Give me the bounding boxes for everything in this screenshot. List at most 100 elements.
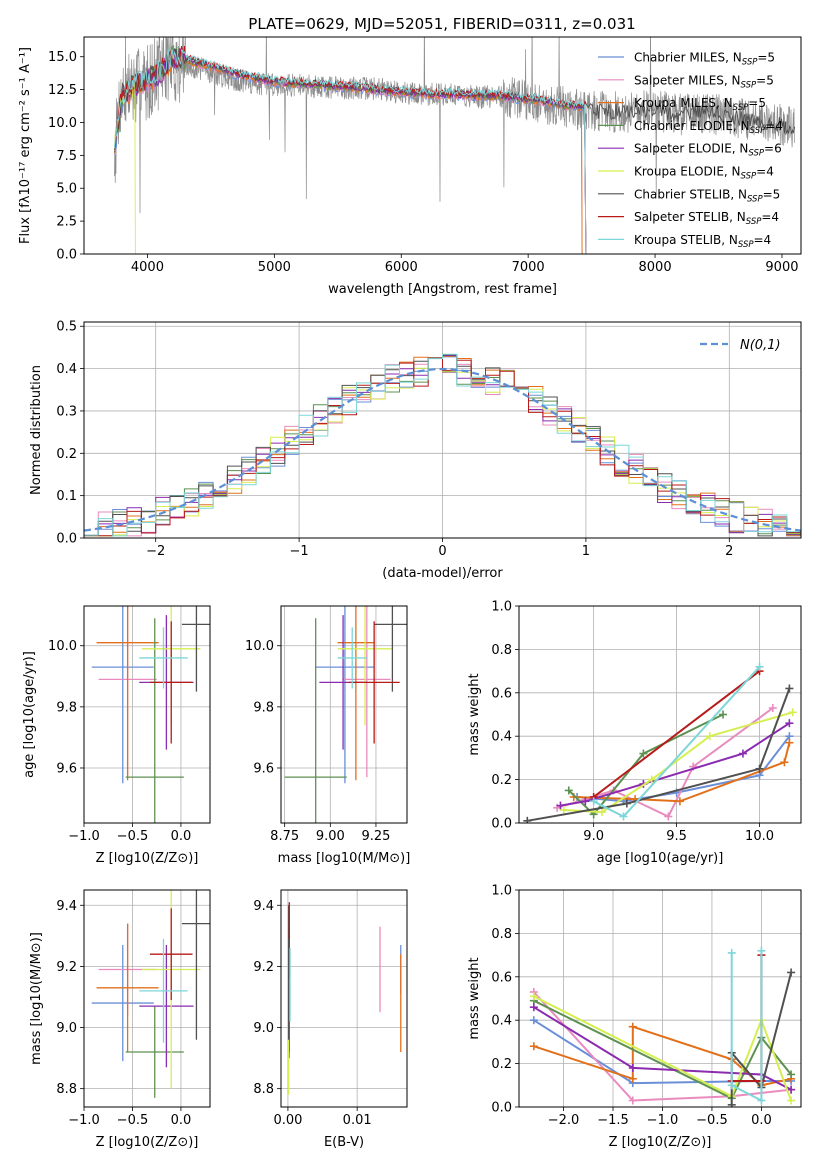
mass-weight-marker bbox=[780, 758, 789, 767]
y-tick-label: 0.2 bbox=[56, 447, 77, 462]
y-tick-label: 0.2 bbox=[491, 1057, 512, 1072]
y-tick-label: 0.3 bbox=[56, 404, 77, 419]
mass-weight-marker bbox=[597, 808, 606, 817]
mass-weight-marker bbox=[628, 1022, 637, 1031]
weight-vs-z-xlabel: Z [log10(Z/Z⊙)] bbox=[609, 1135, 712, 1150]
residuals-xlabel: (data-model)/error bbox=[382, 566, 503, 581]
y-tick-label: 9.6 bbox=[56, 761, 77, 776]
age-vs-mass-xlabel: mass [log10(M/M⊙)] bbox=[278, 851, 411, 866]
y-tick-label: 9.8 bbox=[253, 700, 274, 715]
mass-weight-marker bbox=[559, 805, 568, 814]
weight-vs-age-ylabel: mass weight bbox=[467, 673, 482, 755]
mass-weight-marker bbox=[619, 812, 628, 821]
mass-weight-line bbox=[730, 950, 763, 1103]
residuals-ylabel: Normed distribution bbox=[29, 365, 44, 495]
mass-weight-marker bbox=[664, 812, 673, 821]
y-tick-label: 0.6 bbox=[491, 970, 512, 985]
errorbar-point bbox=[96, 606, 159, 781]
y-tick-label: 9.6 bbox=[253, 761, 274, 776]
age-vs-z-xlabel: Z [log10(Z/Z⊙)] bbox=[96, 851, 199, 866]
legend-entry: N(0,1) bbox=[740, 338, 781, 353]
y-tick-label: 0.2 bbox=[491, 773, 512, 788]
mass-weight-marker bbox=[787, 1096, 796, 1105]
y-tick-label: 0.5 bbox=[56, 320, 77, 335]
residual-histogram bbox=[84, 353, 801, 537]
y-tick-label: 2.5 bbox=[56, 215, 77, 230]
legend-entry-main: Chabrier ELODIE, N bbox=[634, 119, 750, 133]
mass-vs-ebv-xlabel: E(B-V) bbox=[324, 1135, 364, 1150]
figure-title: PLATE=0629, MJD=52051, FIBERID=0311, z=0… bbox=[248, 15, 635, 33]
errorbar-point bbox=[181, 890, 210, 1040]
x-tick-label: 1 bbox=[582, 544, 590, 559]
legend-entry: Chabrier STELIB, NSSP=5 bbox=[634, 187, 780, 204]
legend-entry-sub: SSP bbox=[741, 172, 757, 182]
mass-weight-marker bbox=[639, 749, 648, 758]
mass-weight-marker bbox=[628, 1096, 637, 1105]
x-tick-label: 9.00 bbox=[316, 829, 345, 844]
x-tick-label: 4000 bbox=[131, 260, 164, 275]
legend-entry-tail: =5 bbox=[748, 96, 766, 110]
errorbar-point bbox=[91, 945, 154, 1062]
errorbar-point bbox=[337, 606, 393, 726]
y-tick-label: 0.0 bbox=[56, 248, 77, 263]
legend-entry-tail: =4 bbox=[756, 165, 774, 179]
y-tick-label: 0.4 bbox=[491, 730, 512, 745]
mass-weight-marker bbox=[647, 775, 656, 784]
x-tick-label: 5000 bbox=[258, 260, 291, 275]
age-vs-z-ylabel: age [log10(age/yr)] bbox=[22, 651, 37, 778]
errorbar-point bbox=[337, 627, 367, 689]
legend-entry-tail: =4 bbox=[761, 210, 779, 224]
mass-weight-marker bbox=[757, 946, 766, 955]
mass-weight-marker bbox=[719, 710, 728, 719]
y-tick-label: 8.8 bbox=[253, 1082, 274, 1097]
mass-weight-marker bbox=[529, 992, 538, 1001]
legend-entry: Salpeter MILES, NSSP=5 bbox=[634, 73, 774, 90]
errorbar-point bbox=[139, 945, 194, 1068]
model-spectrum-line bbox=[114, 50, 583, 254]
y-tick-label: 5.0 bbox=[56, 182, 77, 197]
mass-weight-marker bbox=[727, 948, 736, 957]
mass-weight-marker bbox=[622, 799, 631, 808]
legend-entry-tail: =6 bbox=[764, 142, 782, 156]
mass-weight-marker bbox=[564, 786, 573, 795]
panel-weight-vs-age: 9.0 9.5 10.0 0.0 0.2 0.4 0.6 0.8 1.0 age [log10(… bbox=[467, 600, 802, 866]
y-tick-label: 9.8 bbox=[56, 700, 77, 715]
model-spectrum-line bbox=[114, 48, 587, 254]
legend-entry: Salpeter ELODIE, NSSP=6 bbox=[634, 142, 782, 159]
panel-mass-vs-z: −1.0 −0.5 0.08.89.09.29.4 Z [log10(Z/Z⊙)] … bbox=[29, 889, 211, 1150]
y-tick-label: 9.2 bbox=[56, 960, 77, 975]
weight-vs-z-ylabel: mass weight bbox=[467, 957, 482, 1039]
y-tick-label: 0.0 bbox=[491, 1101, 512, 1116]
mass-weight-line bbox=[527, 688, 791, 822]
y-tick-label: 9.4 bbox=[253, 899, 274, 914]
errorbar-point bbox=[348, 621, 400, 744]
x-tick-label: −1 bbox=[290, 544, 309, 559]
mass-vs-z-ylabel: mass [log10(M/M⊙)] bbox=[29, 932, 44, 1065]
legend-entry-tail: =5 bbox=[757, 51, 775, 65]
mass-weight-marker bbox=[727, 1100, 736, 1107]
x-tick-label: 0.0 bbox=[171, 829, 192, 844]
errorbar-point bbox=[139, 627, 188, 689]
residual-histogram bbox=[84, 357, 801, 537]
y-tick-label: 0.8 bbox=[491, 643, 512, 658]
legend-entry: Salpeter STELIB, NSSP=4 bbox=[634, 210, 779, 227]
mass-weight-marker bbox=[785, 684, 794, 693]
legend-entry-sub: SSP bbox=[738, 240, 754, 250]
x-tick-label: −0.5 bbox=[117, 1113, 149, 1128]
mass-weight-marker bbox=[628, 1074, 637, 1083]
errorbar-point bbox=[91, 606, 154, 784]
legend-entry-main: Chabrier MILES, N bbox=[634, 51, 742, 65]
legend-entry-sub: SSP bbox=[742, 58, 758, 68]
errorbar-point bbox=[284, 618, 347, 823]
x-tick-label: 7000 bbox=[512, 260, 545, 275]
panel-age-vs-z: −1.0 −0.5 0.0 9.6 9.8 10.0 Z [log10(Z/Z⊙)] ag… bbox=[22, 605, 211, 866]
x-tick-label: 2 bbox=[725, 544, 733, 559]
x-tick-label: −1.0 bbox=[68, 1113, 100, 1128]
y-tick-label: 12.5 bbox=[48, 83, 77, 98]
x-tick-label: −2 bbox=[146, 544, 165, 559]
legend-entry: Kroupa MILES, NSSP=5 bbox=[634, 96, 766, 113]
legend-entry-main: Salpeter MILES, N bbox=[634, 73, 741, 87]
legend-entry-main: Chabrier STELIB, N bbox=[634, 187, 747, 201]
mass-weight-marker bbox=[556, 801, 565, 810]
